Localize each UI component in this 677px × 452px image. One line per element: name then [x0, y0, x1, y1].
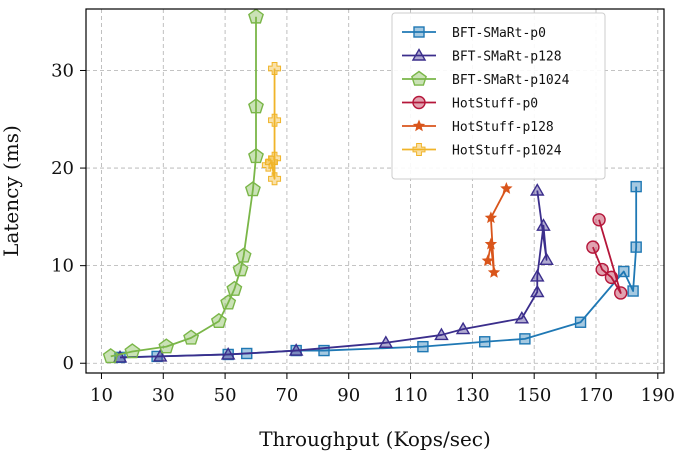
data-point [536, 218, 551, 231]
series-HotStuff-p1024 [261, 62, 282, 186]
legend-label: HotStuff-p128 [452, 120, 554, 135]
x-tick-label: 150 [517, 385, 551, 406]
legend-label: BFT-SMaRt-p0 [452, 26, 546, 41]
data-point [595, 262, 609, 277]
legend: BFT-SMaRt-p0 BFT-SMaRt-p128 BFT-SMaRt-p102… [391, 12, 606, 180]
data-point [592, 213, 606, 227]
data-point [484, 211, 498, 224]
data-point [484, 237, 498, 250]
data-point [124, 343, 141, 359]
x-tick-label: 190 [641, 385, 675, 406]
series-HotStuff-p0 [586, 213, 628, 300]
data-point [248, 147, 264, 164]
series-line [119, 186, 638, 359]
y-tick-label: 30 [51, 60, 74, 81]
data-point [152, 349, 168, 362]
data-point [102, 348, 119, 364]
y-tick-label: 10 [51, 256, 74, 277]
y-tick-label: 0 [63, 353, 74, 374]
data-point [268, 113, 282, 127]
data-point [479, 336, 491, 348]
data-point [455, 321, 471, 335]
data-point [434, 327, 449, 341]
legend-marker [412, 143, 426, 156]
data-point [183, 329, 200, 345]
legend-marker [411, 48, 427, 61]
x-tick-label: 170 [579, 385, 613, 406]
series-HotStuff-p128 [481, 182, 513, 278]
x-tick-label: 10 [90, 385, 113, 406]
data-point [514, 310, 530, 324]
legend-label: BFT-SMaRt-p1024 [452, 73, 570, 88]
x-axis-label: Throughput (Kops/sec) [259, 427, 491, 451]
x-tick-label: 30 [152, 385, 175, 406]
data-point [232, 261, 249, 277]
plot-frame [85, 8, 665, 374]
data-point [630, 180, 642, 193]
data-point [158, 338, 175, 354]
data-point [248, 98, 264, 114]
y-axis-label: Latency (ms) [0, 125, 23, 257]
data-point [244, 181, 261, 197]
legend-marker [413, 26, 425, 38]
x-tick-label: 50 [214, 385, 237, 406]
x-tick-label: 70 [275, 385, 298, 406]
series-line [119, 190, 548, 359]
legend-marker [411, 70, 427, 86]
data-point [417, 340, 429, 353]
data-point [268, 62, 282, 76]
data-point [586, 240, 600, 254]
data-point [268, 151, 282, 165]
legend-box [391, 12, 606, 180]
data-point [378, 335, 394, 348]
ticks: 10 30 50 70 90 110 130 150 170 190 0 10 20 30 [51, 60, 675, 406]
data-point [539, 252, 554, 265]
data-point [220, 294, 237, 310]
data-point [264, 155, 278, 169]
x-tick-label: 110 [393, 385, 427, 406]
data-point [627, 285, 639, 297]
legend-label: HotStuff-p0 [452, 97, 538, 112]
grid [86, 9, 664, 373]
data-point [268, 172, 282, 186]
data-point [630, 241, 642, 253]
data-point [220, 347, 236, 360]
data-point [529, 183, 545, 196]
series-layer [102, 8, 642, 364]
series-line [592, 219, 622, 294]
data-point [261, 158, 275, 172]
data-point [318, 344, 330, 357]
data-point [500, 182, 513, 194]
data-point [235, 247, 252, 263]
legend-marker [412, 95, 426, 110]
data-point [487, 265, 501, 278]
data-point [618, 265, 630, 278]
data-point [574, 316, 587, 328]
legend-marker [412, 119, 426, 132]
y-tick-label: 20 [51, 158, 74, 179]
data-point [529, 268, 545, 282]
legend-label: BFT-SMaRt-p128 [452, 50, 562, 65]
data-point [604, 270, 619, 285]
data-point [226, 280, 243, 296]
data-point [614, 286, 628, 300]
data-point [481, 254, 494, 267]
series-line [110, 16, 257, 358]
series-BFT-SMaRt-p1024 [102, 8, 264, 364]
data-point [519, 333, 531, 345]
x-tick-label: 90 [337, 385, 360, 406]
legend-label: HotStuff-p1024 [452, 144, 562, 159]
series-BFT-SMaRt-p128 [112, 183, 554, 363]
data-point [529, 284, 545, 298]
x-tick-label: 130 [455, 385, 489, 406]
data-point [210, 312, 227, 329]
data-point [248, 8, 264, 24]
data-point [288, 343, 304, 356]
